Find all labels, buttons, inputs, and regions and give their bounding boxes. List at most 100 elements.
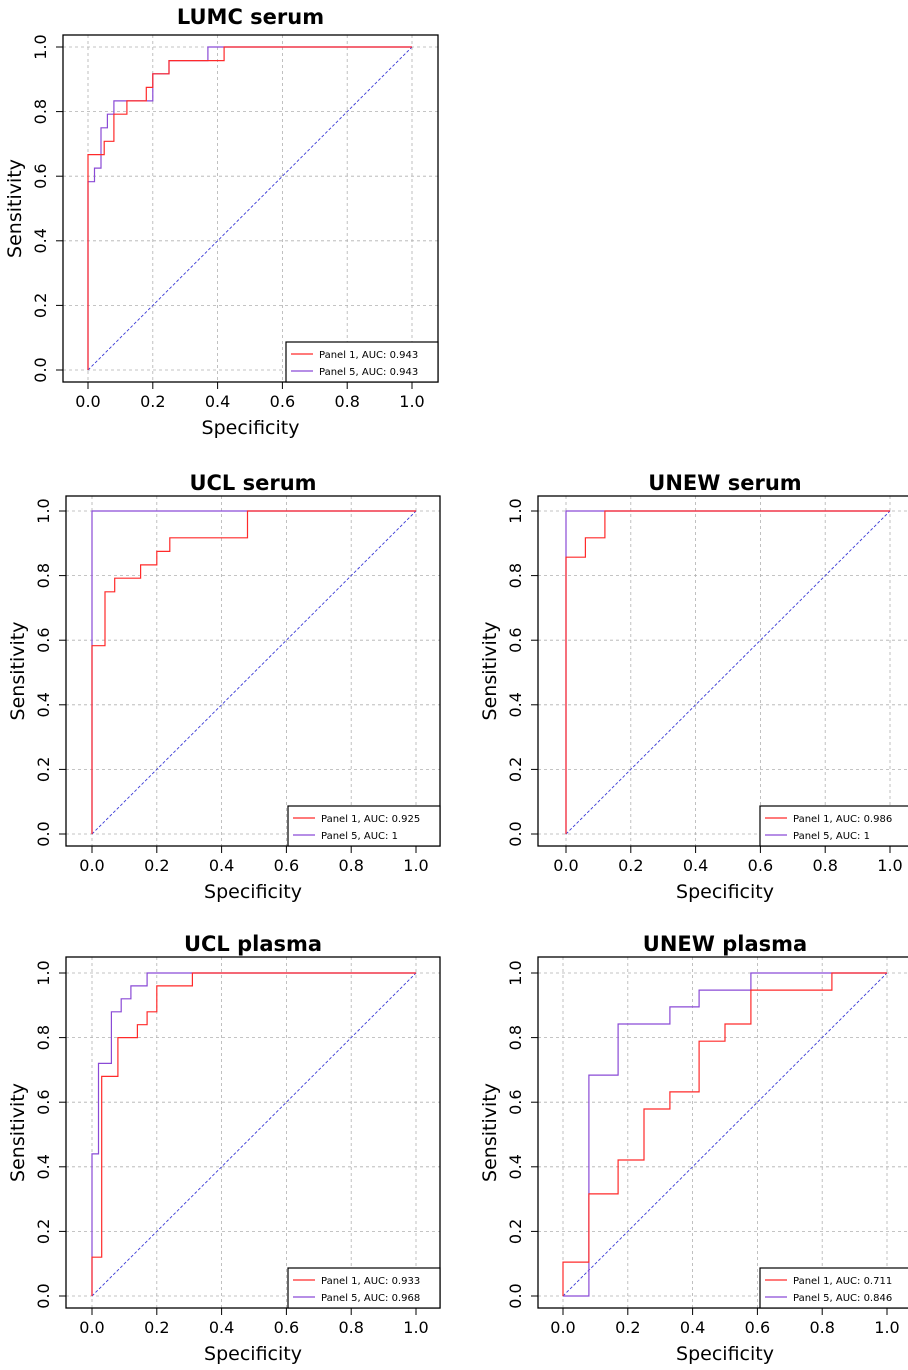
x-tick-label: 1.0	[874, 1318, 899, 1337]
chart-title: UCL serum	[189, 471, 316, 495]
x-tick-label: 0.6	[748, 856, 773, 875]
chart-title: LUMC serum	[177, 5, 324, 29]
x-tick-label: 0.0	[550, 1318, 575, 1337]
roc-curve-panel-5	[565, 510, 890, 834]
y-tick-label: 0.8	[506, 1025, 525, 1050]
x-tick-label: 0.4	[680, 1318, 705, 1337]
legend-box	[287, 1267, 441, 1309]
x-tick-label: 0.8	[338, 1318, 363, 1337]
chart-title: UNEW plasma	[643, 932, 807, 956]
chance-diagonal	[91, 972, 417, 1297]
y-tick-label: 0.6	[506, 627, 525, 652]
y-tick-label: 0.2	[34, 1219, 53, 1244]
y-axis-label: Sensitivity	[7, 622, 29, 721]
y-tick-label: 1.0	[506, 960, 525, 985]
y-axis-label: Sensitivity	[479, 622, 501, 721]
plot-frame	[537, 495, 908, 847]
plot-frame	[537, 956, 908, 1309]
x-tick-label: 0.8	[334, 392, 359, 411]
chance-diagonal	[87, 46, 413, 371]
y-tick-label: 0.2	[31, 293, 50, 318]
roc-curve-panel-1	[91, 510, 416, 834]
chance-diagonal	[565, 510, 891, 835]
x-tick-label: 0.4	[205, 392, 230, 411]
x-axis-label: Specificity	[204, 881, 302, 903]
x-tick-label: 0.6	[274, 856, 299, 875]
chance-diagonal	[562, 972, 888, 1297]
x-tick-label: 0.2	[618, 856, 643, 875]
y-tick-label: 0.4	[506, 692, 525, 717]
x-axis-label: Specificity	[204, 1343, 302, 1365]
y-tick-label: 1.0	[34, 498, 53, 523]
x-tick-label: 0.4	[683, 856, 708, 875]
legend-entry: Panel 5, AUC: 1	[793, 831, 870, 842]
y-tick-label: 0.6	[506, 1089, 525, 1114]
roc-curve-panel-5	[91, 972, 416, 1296]
legend-entry: Panel 5, AUC: 1	[321, 831, 398, 842]
y-tick-label: 0.8	[506, 563, 525, 588]
legend-entry: Panel 1, AUC: 0.925	[321, 814, 420, 825]
y-tick-label: 1.0	[34, 960, 53, 985]
y-tick-label: 0.6	[34, 1089, 53, 1114]
roc-panel: 0.0 0.2 0.4 0.6 0.8 1.0 0.0 0.2 0.4 0.6 0.8 1.0 UCL …	[7, 932, 441, 1365]
x-axis-label: Specificity	[676, 1343, 774, 1365]
legend-entry: Panel 1, AUC: 0.943	[319, 350, 418, 361]
y-tick-label: 1.0	[31, 34, 50, 59]
legend-entry: Panel 5, AUC: 0.968	[321, 1293, 420, 1304]
x-tick-label: 0.0	[79, 1318, 104, 1337]
x-axis-label: Specificity	[676, 881, 774, 903]
legend-entry: Panel 1, AUC: 0.986	[793, 814, 892, 825]
x-tick-label: 0.6	[745, 1318, 770, 1337]
plot-frame	[65, 495, 441, 847]
x-tick-label: 0.2	[615, 1318, 640, 1337]
x-tick-label: 0.2	[144, 856, 169, 875]
y-tick-label: 1.0	[506, 498, 525, 523]
roc-panel: 0.0 0.2 0.4 0.6 0.8 1.0 0.0 0.2 0.4 0.6 0.8 1.0 UNEW…	[479, 932, 908, 1365]
plot-frame	[62, 34, 439, 383]
x-tick-label: 0.8	[809, 1318, 834, 1337]
roc-panel: 0.0 0.2 0.4 0.6 0.8 1.0 0.0 0.2 0.4 0.6 0.8 1.0 UNEW…	[479, 471, 908, 903]
legend-entry: Panel 1, AUC: 0.711	[793, 1276, 892, 1287]
x-tick-label: 0.4	[209, 1318, 234, 1337]
chart-title: UCL plasma	[184, 932, 322, 956]
y-tick-label: 0.8	[31, 99, 50, 124]
x-tick-label: 0.6	[270, 392, 295, 411]
roc-curve-panel-1	[91, 972, 416, 1296]
y-tick-label: 0.0	[31, 357, 50, 382]
y-axis-label: Sensitivity	[4, 159, 26, 258]
x-axis-label: Specificity	[202, 417, 300, 439]
x-tick-label: 1.0	[399, 392, 424, 411]
y-tick-label: 0.4	[31, 228, 50, 253]
x-tick-label: 0.8	[812, 856, 837, 875]
x-tick-label: 0.4	[209, 856, 234, 875]
y-tick-label: 0.8	[34, 563, 53, 588]
y-tick-label: 0.2	[506, 757, 525, 782]
legend-entry: Panel 1, AUC: 0.933	[321, 1276, 420, 1287]
y-tick-label: 0.2	[34, 757, 53, 782]
y-tick-label: 0.0	[506, 1283, 525, 1308]
plot-frame	[65, 956, 441, 1309]
y-tick-label: 0.4	[34, 692, 53, 717]
y-axis-label: Sensitivity	[7, 1083, 29, 1182]
roc-curve-panel-1	[565, 510, 890, 834]
roc-panel: 0.0 0.2 0.4 0.6 0.8 1.0 0.0 0.2 0.4 0.6 0.8 1.0 UCL …	[7, 471, 441, 903]
y-tick-label: 0.2	[506, 1219, 525, 1244]
legend-box	[759, 1267, 908, 1309]
x-tick-label: 0.0	[553, 856, 578, 875]
y-tick-label: 0.0	[506, 821, 525, 846]
legend-box	[287, 805, 441, 847]
legend-box	[285, 341, 439, 383]
y-tick-label: 0.0	[34, 821, 53, 846]
y-axis-label: Sensitivity	[479, 1083, 501, 1182]
y-tick-label: 0.0	[34, 1283, 53, 1308]
legend-entry: Panel 5, AUC: 0.943	[319, 367, 418, 378]
x-tick-label: 1.0	[877, 856, 902, 875]
x-tick-label: 0.0	[75, 392, 100, 411]
roc-curve-panel-1	[562, 972, 887, 1296]
chance-diagonal	[91, 510, 417, 835]
roc-curve-panel-1	[87, 46, 412, 370]
x-tick-label: 0.0	[79, 856, 104, 875]
x-tick-label: 0.6	[274, 1318, 299, 1337]
y-tick-label: 0.8	[34, 1025, 53, 1050]
